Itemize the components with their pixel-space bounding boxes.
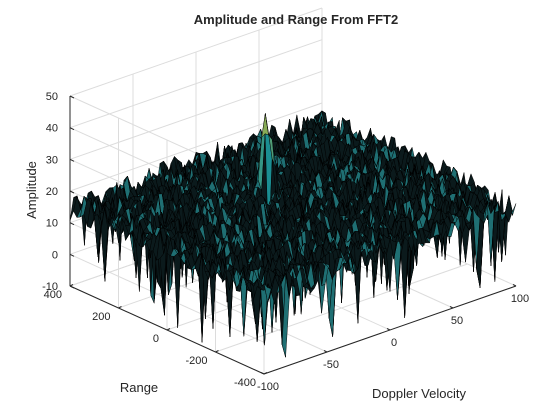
grid-line-z-back <box>69 39 323 129</box>
chart-title: Amplitude and Range From FFT2 <box>194 12 398 27</box>
axis-ticks: -100-50050100-400-2000200400-10010203040… <box>42 91 529 393</box>
y-tick-label: -400 <box>234 377 256 389</box>
y-tick-label: -200 <box>185 355 207 367</box>
z-tick-label: 0 <box>52 249 58 261</box>
z-tick-label: 50 <box>46 91 58 103</box>
x-tick-label: 100 <box>511 293 529 305</box>
z-tick-label: -10 <box>42 281 58 293</box>
y-tick-label: 200 <box>92 311 110 323</box>
grid-line-z-back <box>69 102 323 192</box>
z-axis-label: Amplitude <box>24 161 39 219</box>
surface-plot <box>69 110 517 358</box>
x-tick-label: 0 <box>391 337 397 349</box>
z-tick-label: 10 <box>46 218 58 230</box>
x-tick-label: 50 <box>451 315 463 327</box>
y-axis-label: Range <box>120 380 158 395</box>
grid-line-z-left <box>69 253 265 343</box>
x-tick-label: -100 <box>257 381 279 393</box>
x-tick-label: -50 <box>323 359 339 371</box>
grid-line-z-back <box>69 7 323 97</box>
z-tick-label: 20 <box>46 186 58 198</box>
z-tick-label: 40 <box>46 123 58 135</box>
z-tick-label: 30 <box>46 154 58 166</box>
grid-line-z-back <box>69 70 323 160</box>
y-tick-label: 400 <box>44 289 62 301</box>
surface-patch <box>508 195 517 216</box>
y-tick-label: 0 <box>153 333 159 345</box>
x-axis-label: Doppler Velocity <box>372 386 466 401</box>
